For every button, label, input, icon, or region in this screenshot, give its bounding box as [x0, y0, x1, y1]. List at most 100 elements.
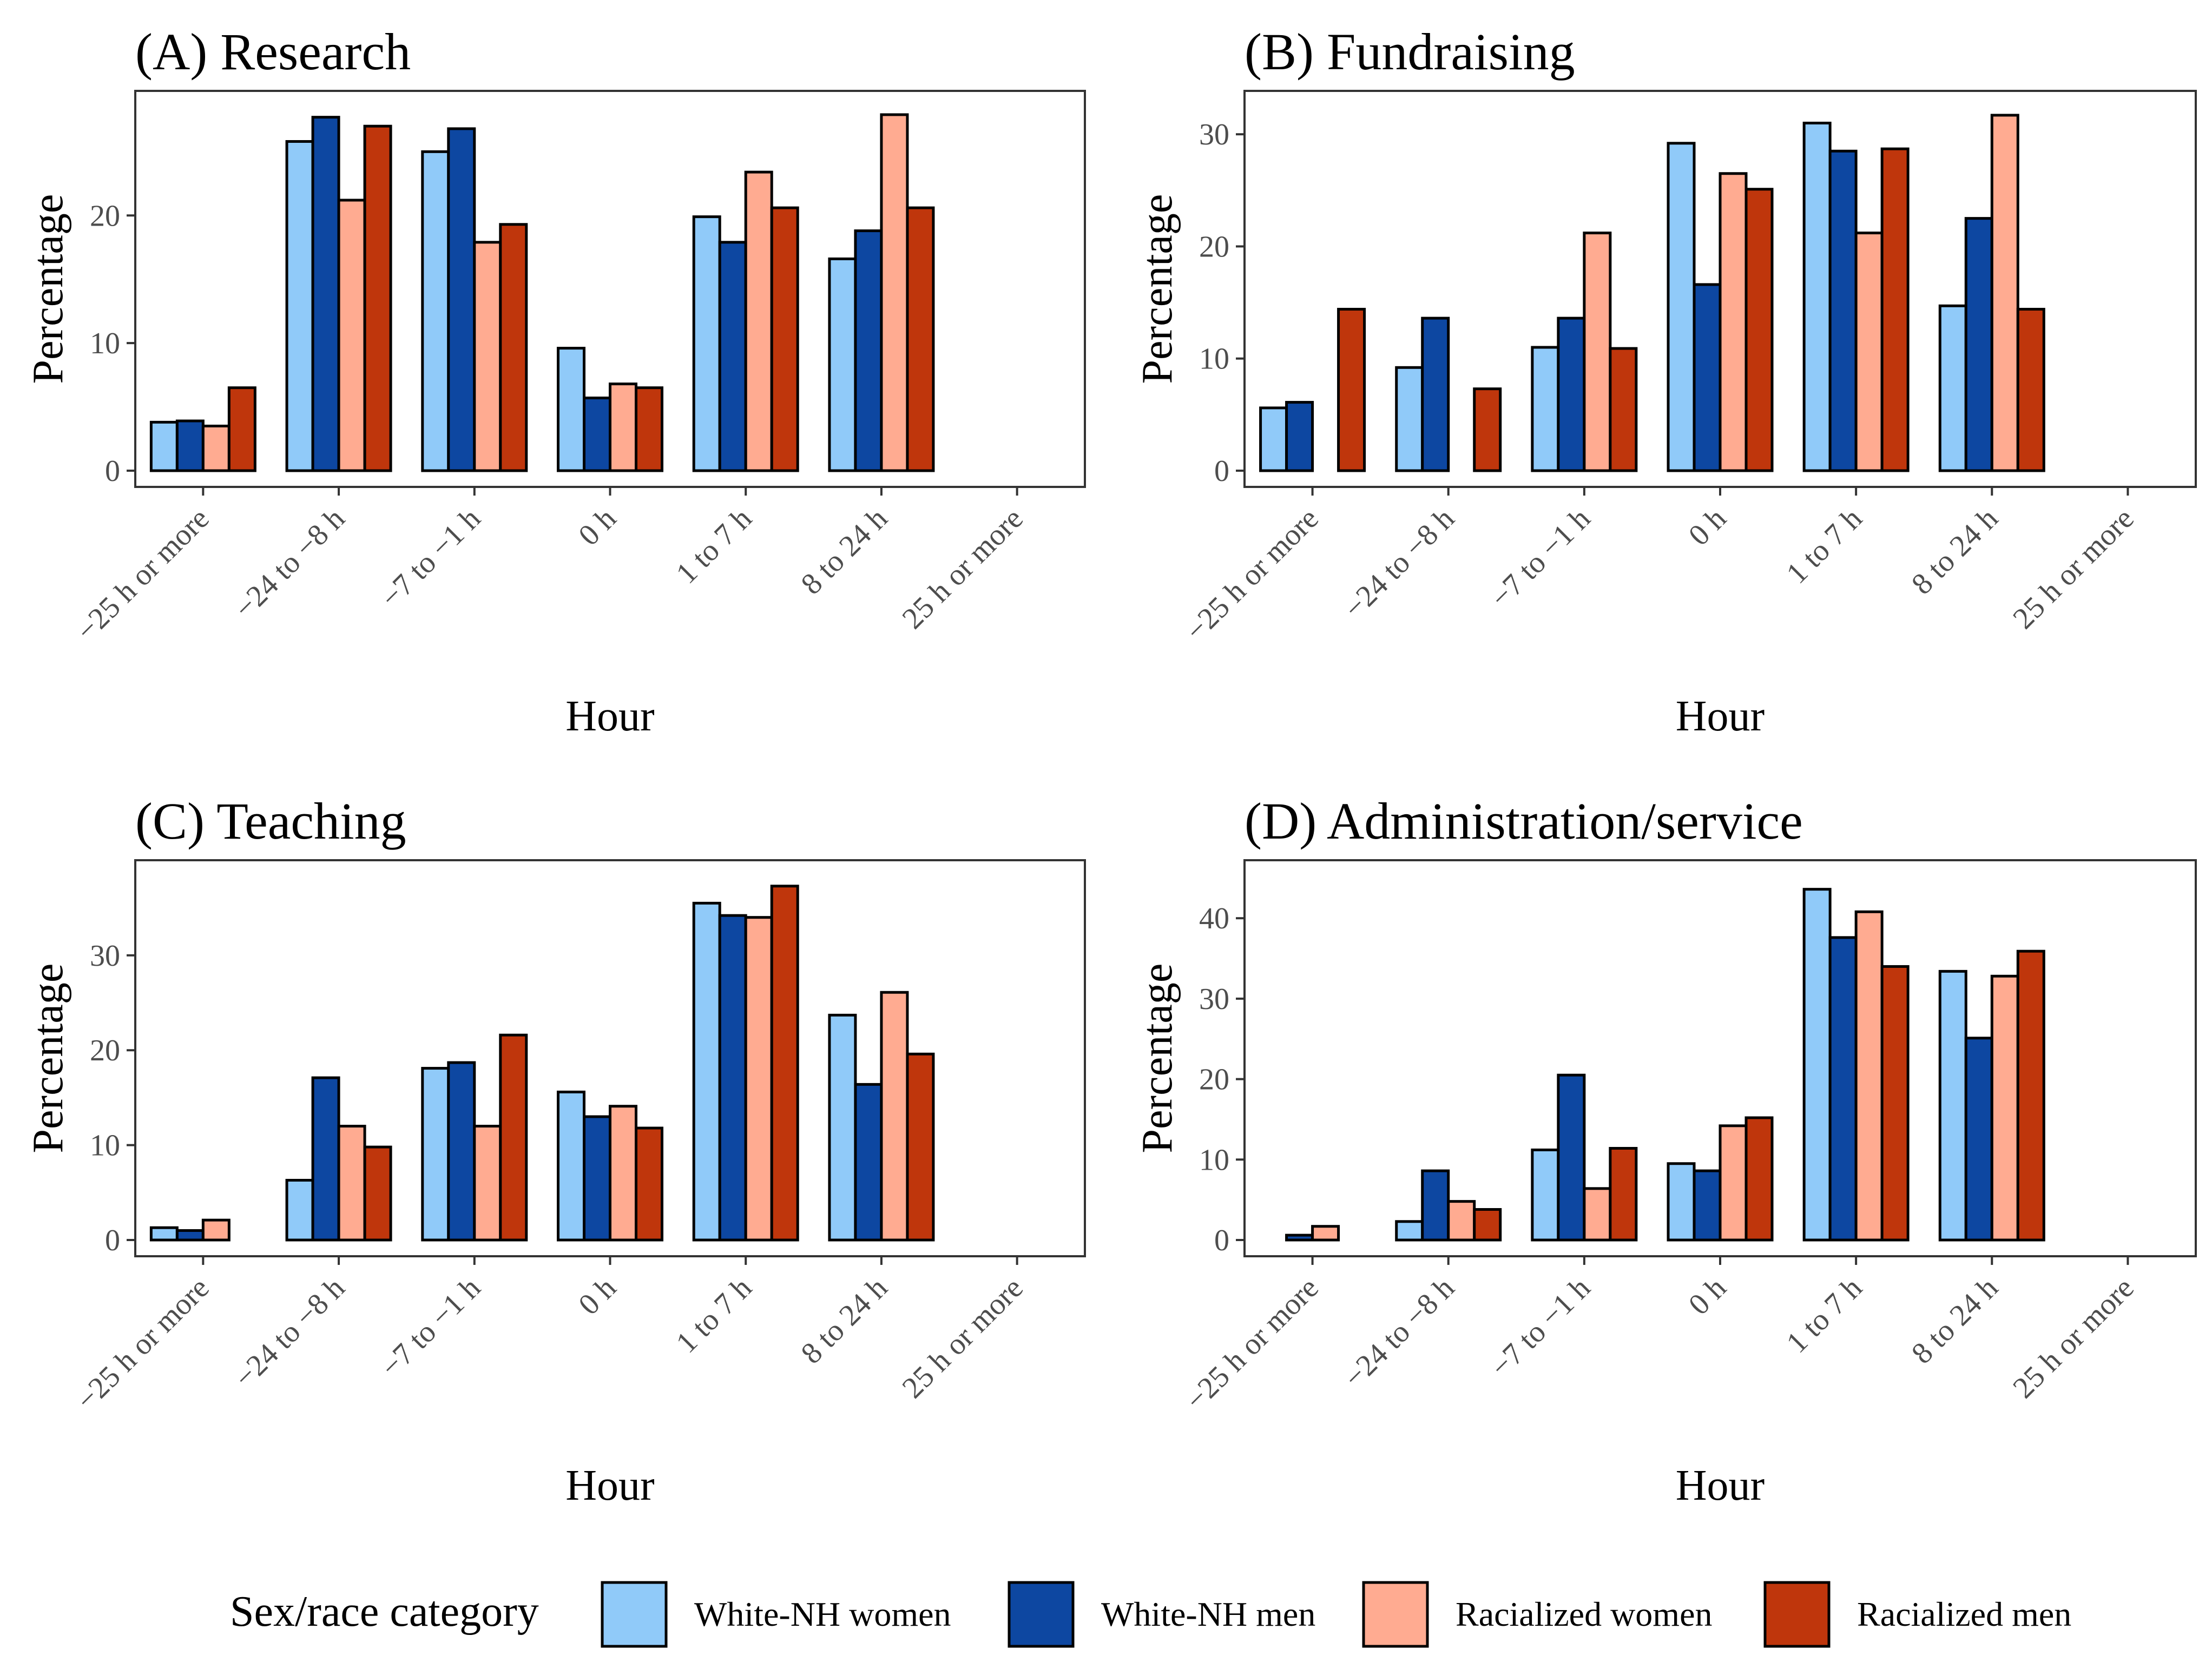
bar: [337, 199, 366, 472]
x-tick-label: −7 to −1 h: [1484, 502, 1597, 614]
bar: [1880, 147, 1910, 472]
bar: [557, 347, 585, 472]
bar: [1609, 1146, 1638, 1242]
x-axis-title: Hour: [565, 692, 654, 740]
bar: [1421, 1169, 1450, 1242]
x-tick-label: 0 h: [572, 1271, 622, 1321]
bar: [1802, 121, 1832, 472]
bar: [201, 1218, 231, 1242]
bar: [1828, 936, 1858, 1242]
bar: [1802, 888, 1832, 1242]
y-tick-label: 30: [1199, 982, 1229, 1016]
y-tick-label: 0: [1214, 1224, 1229, 1257]
y-tick-label: 20: [90, 199, 120, 233]
x-tick-label: −25 h or more: [1179, 1271, 1325, 1417]
bar: [227, 386, 256, 472]
y-axis-title: Percentage: [1134, 194, 1181, 384]
x-tick-label: 8 to 24 h: [1905, 1271, 2005, 1370]
y-axis-title: Percentage: [1134, 964, 1181, 1153]
legend-label: White-NH women: [694, 1595, 951, 1633]
legend-key: [1763, 1581, 1831, 1648]
bar: [1990, 114, 2019, 472]
bar: [149, 1226, 179, 1242]
x-tick-label: 1 to 7 h: [1780, 1271, 1869, 1360]
bar: [1719, 172, 1748, 472]
bar: [854, 1083, 883, 1242]
bar: [499, 1033, 528, 1242]
bar: [1744, 1116, 1774, 1242]
panel-title: (D) Administration/service: [1245, 792, 1803, 850]
x-tick-label: 8 to 24 h: [795, 1271, 894, 1370]
bar: [692, 901, 721, 1242]
bar: [609, 382, 637, 472]
x-tick-label: −7 to −1 h: [374, 1271, 487, 1383]
bar: [1583, 1187, 1612, 1242]
y-axis-title: Percentage: [24, 964, 72, 1153]
bar: [744, 170, 773, 472]
bar: [1719, 1124, 1748, 1242]
x-tick-label: 25 h or more: [896, 1271, 1030, 1404]
bar: [880, 113, 909, 472]
bar: [175, 419, 205, 472]
bar: [1285, 401, 1314, 472]
legend-label: Racialized women: [1456, 1595, 1712, 1633]
bar: [635, 1126, 663, 1242]
bar: [692, 215, 721, 472]
legend-key: [1362, 1581, 1429, 1648]
bar: [1693, 1169, 1722, 1242]
y-tick-label: 10: [1199, 342, 1229, 376]
bar: [1880, 965, 1910, 1242]
bar: [1854, 232, 1884, 472]
bar: [1447, 1200, 1476, 1242]
bar: [337, 1125, 366, 1242]
chart-panel-0: (A) Research 0 10 20 −25 h or more −24 to −8 …: [24, 23, 1086, 740]
bar: [363, 124, 392, 472]
panel-title: (A) Research: [135, 23, 411, 81]
bar: [175, 1229, 205, 1242]
bar: [828, 257, 857, 472]
bar: [906, 1052, 935, 1242]
y-axis-title: Percentage: [24, 194, 72, 384]
bar: [1964, 217, 1993, 472]
y-tick-label: 0: [105, 454, 120, 488]
bar: [583, 1115, 611, 1242]
x-tick-label: −25 h or more: [70, 502, 216, 648]
bar: [363, 1145, 392, 1242]
x-tick-label: −7 to −1 h: [374, 502, 487, 614]
bar: [285, 1179, 314, 1242]
x-tick-label: 1 to 7 h: [670, 1271, 759, 1360]
x-tick-label: 8 to 24 h: [795, 502, 894, 601]
bar: [609, 1105, 637, 1242]
bar: [447, 127, 476, 472]
bar: [421, 150, 450, 472]
y-tick-label: 10: [90, 1129, 120, 1163]
bar: [770, 206, 799, 472]
x-tick-label: 25 h or more: [2006, 1271, 2140, 1404]
bar: [499, 223, 528, 472]
bar: [1828, 149, 1858, 472]
legend-key: [601, 1581, 668, 1648]
x-tick-label: 25 h or more: [896, 502, 1030, 635]
bar: [201, 424, 231, 472]
bar: [1693, 283, 1722, 472]
y-tick-label: 40: [1199, 902, 1229, 935]
x-tick-label: 1 to 7 h: [1780, 502, 1869, 590]
y-tick-label: 30: [1199, 118, 1229, 151]
bar: [311, 1076, 340, 1242]
bar: [1473, 1208, 1502, 1242]
x-tick-label: −24 to −8 h: [1338, 502, 1461, 625]
y-tick-label: 0: [1214, 454, 1229, 488]
bar: [447, 1061, 476, 1242]
x-tick-label: 1 to 7 h: [670, 502, 759, 590]
y-tick-label: 20: [90, 1034, 120, 1067]
panel-title: (B) Fundraising: [1245, 23, 1575, 81]
y-tick-label: 30: [90, 939, 120, 973]
x-tick-label: 0 h: [1682, 502, 1733, 552]
bar: [421, 1067, 450, 1242]
chart-panel-3: (D) Administration/service 0 10 20 30 40 −25 h…: [1134, 792, 2197, 1509]
bar: [854, 229, 883, 472]
bar: [473, 241, 502, 472]
bar: [744, 916, 773, 1242]
x-tick-label: −24 to −8 h: [228, 1271, 351, 1394]
bar: [1259, 406, 1288, 472]
